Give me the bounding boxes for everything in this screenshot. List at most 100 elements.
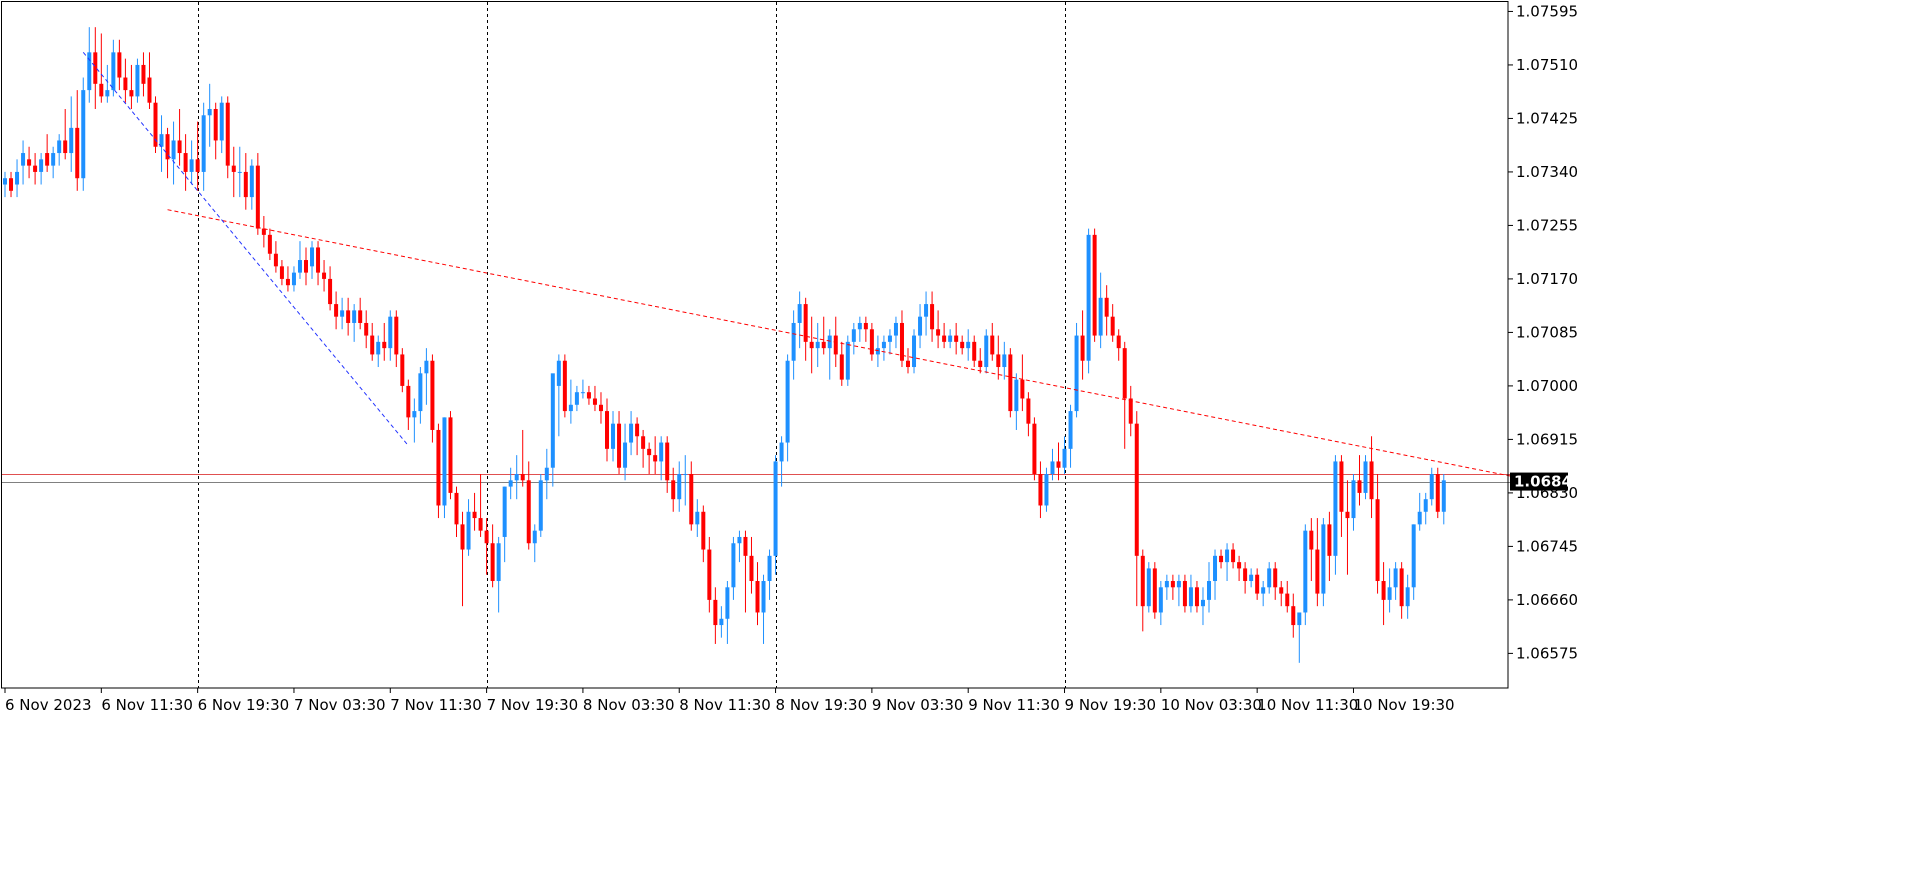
bull-candle	[297, 241, 302, 279]
x-tick-label: 7 Nov 03:30	[294, 696, 386, 714]
candle-body	[520, 474, 525, 481]
bull-candle	[508, 467, 513, 500]
candle-body	[141, 64, 146, 84]
candle-body	[291, 272, 296, 286]
candle-body	[550, 373, 555, 468]
bear-candle	[641, 429, 646, 468]
candle-body	[544, 467, 549, 481]
bull-candle	[310, 241, 315, 279]
bull-candle	[737, 530, 742, 563]
candle-body	[207, 108, 212, 116]
bull-candle	[966, 329, 971, 361]
candle-body	[611, 423, 616, 449]
candle-body	[69, 127, 74, 154]
bull-candle	[1146, 562, 1151, 613]
bear-candle	[1182, 574, 1187, 613]
candle-body	[1357, 480, 1362, 493]
candle-body	[1044, 474, 1049, 506]
candle-body	[1417, 511, 1422, 525]
candle-body	[1146, 568, 1151, 607]
candle-body	[1405, 587, 1410, 607]
candle-body	[731, 543, 736, 588]
bear-candle	[972, 335, 977, 368]
candle-body	[1200, 599, 1205, 607]
candle-body	[1098, 297, 1103, 336]
candle-body	[273, 253, 278, 267]
candle-body	[653, 455, 658, 462]
candle-body	[863, 322, 868, 330]
bull-candle	[984, 329, 989, 374]
candle-body	[213, 108, 218, 141]
bear-candle	[1369, 436, 1374, 519]
y-tick-label: 1.07595	[1516, 2, 1578, 20]
bear-candle	[960, 335, 965, 355]
bear-candle	[1056, 442, 1061, 481]
candle-body	[1237, 562, 1242, 569]
bear-candle	[1038, 461, 1043, 519]
candle-body	[261, 228, 266, 235]
bull-candle	[719, 606, 724, 638]
candle-body	[791, 322, 796, 361]
candle-body	[912, 335, 917, 368]
bear-candle	[1255, 568, 1260, 600]
candle-body	[388, 316, 393, 349]
bull-candle	[568, 379, 573, 424]
bull-candle	[785, 354, 790, 462]
x-tick-label: 6 Nov 19:30	[198, 696, 290, 714]
candle-body	[454, 492, 459, 525]
bear-candle	[261, 215, 266, 248]
bear-candle	[304, 247, 308, 286]
bull-candle	[725, 581, 730, 644]
bear-candle	[1128, 385, 1133, 437]
bear-candle	[707, 536, 712, 613]
candle-body	[1279, 587, 1284, 594]
candle-body	[1393, 568, 1398, 588]
trendline[interactable]	[82, 52, 409, 447]
candle-body	[328, 278, 333, 305]
candle-body	[508, 480, 513, 487]
candle-body	[1074, 335, 1079, 412]
candle-body	[352, 310, 357, 323]
bear-candle	[183, 134, 188, 191]
candle-body	[442, 417, 447, 506]
candle-body	[340, 310, 345, 317]
candle-body	[1435, 474, 1440, 512]
bear-candle	[809, 316, 814, 374]
x-tick-label: 8 Nov 19:30	[776, 696, 868, 714]
bear-candle	[153, 96, 158, 154]
candle-body	[1116, 335, 1121, 349]
bull-candle	[1441, 474, 1446, 525]
candle-body	[755, 581, 760, 613]
candle-body	[803, 304, 808, 342]
bear-candle	[364, 310, 369, 349]
trendlines[interactable]	[82, 52, 1517, 478]
bear-candle	[267, 228, 272, 261]
bear-candle	[598, 392, 603, 424]
bear-candle	[273, 241, 278, 273]
bear-candle	[1357, 455, 1362, 506]
bear-candle	[996, 335, 1001, 380]
bull-candle	[412, 398, 417, 443]
bear-candle	[334, 291, 339, 330]
bull-candle	[340, 297, 345, 330]
candle-body	[1381, 581, 1386, 600]
candle-body	[1351, 480, 1356, 519]
x-tick-label: 9 Nov 03:30	[872, 696, 964, 714]
bear-candle	[1237, 555, 1242, 582]
trendline[interactable]	[167, 209, 1517, 478]
candle-body	[15, 171, 20, 185]
bull-candle	[219, 96, 224, 154]
bull-candle	[580, 379, 585, 399]
candle-body	[1050, 461, 1055, 475]
bear-candle	[1279, 581, 1284, 607]
candle-body	[93, 52, 98, 84]
candle-body	[779, 442, 784, 462]
candle-body	[972, 341, 977, 361]
candle-body	[592, 398, 597, 405]
candle-body	[701, 511, 706, 550]
bull-candle	[1074, 322, 1079, 418]
bear-candle	[358, 297, 363, 330]
bull-candle	[1351, 474, 1356, 531]
